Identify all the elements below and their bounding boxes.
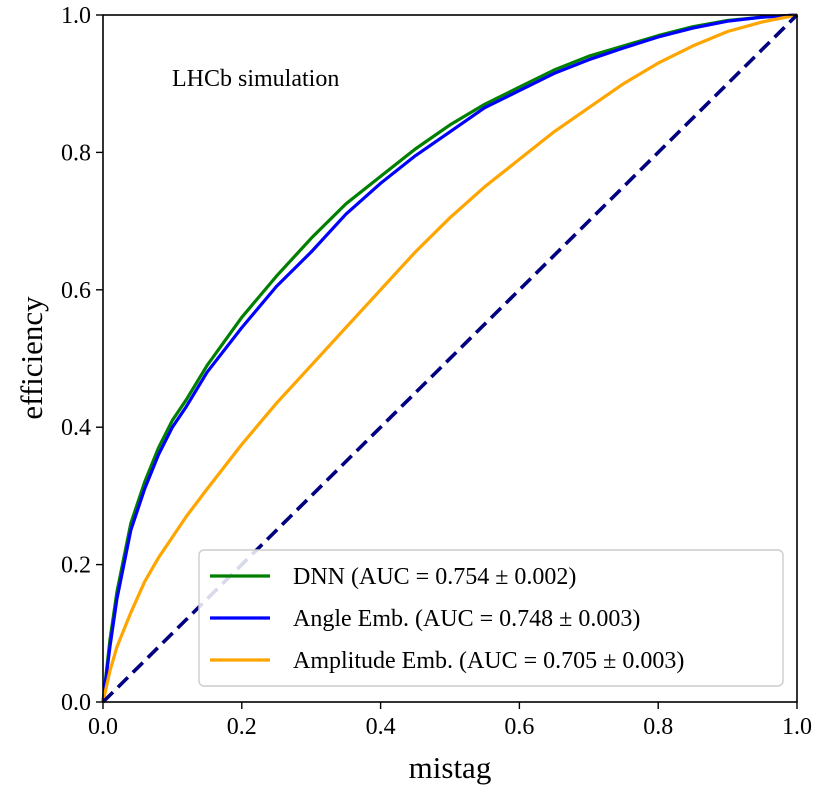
y-tick-label: 0.0 bbox=[61, 690, 91, 716]
series-line-1 bbox=[101, 13, 798, 703]
series-line-2 bbox=[101, 13, 798, 703]
x-tick-label: 0.0 bbox=[88, 714, 118, 740]
x-tick-label: 1.0 bbox=[782, 714, 812, 740]
plot-frame bbox=[102, 14, 798, 703]
legend: DNN (AUC = 0.754 ± 0.002) Angle Emb. (AUC… bbox=[198, 549, 784, 687]
legend-label-0: DNN (AUC = 0.754 ± 0.002) bbox=[293, 564, 576, 590]
x-tick-label: 0.2 bbox=[227, 714, 257, 740]
y-tick-label: 0.8 bbox=[61, 140, 91, 166]
y-tick-label: 1.0 bbox=[61, 3, 91, 29]
y-axis-label: efficiency bbox=[14, 296, 49, 420]
y-tick-label: 0.2 bbox=[61, 553, 91, 579]
legend-label-2: Amplitude Emb. (AUC = 0.705 ± 0.003) bbox=[293, 648, 684, 674]
legend-box bbox=[198, 549, 784, 687]
annotation-lhcb-simulation: LHCb simulation bbox=[172, 66, 339, 92]
legend-label-1: Angle Emb. (AUC = 0.748 ± 0.003) bbox=[293, 606, 640, 632]
series-line-random-diagonal bbox=[101, 13, 799, 704]
y-tick-label: 0.6 bbox=[61, 278, 91, 304]
x-axis-label: mistag bbox=[409, 750, 492, 785]
x-tick-label: 0.8 bbox=[643, 714, 673, 740]
y-tick-label: 0.4 bbox=[61, 415, 91, 441]
x-tick-label: 0.6 bbox=[504, 714, 534, 740]
x-tick-label: 0.4 bbox=[366, 714, 396, 740]
